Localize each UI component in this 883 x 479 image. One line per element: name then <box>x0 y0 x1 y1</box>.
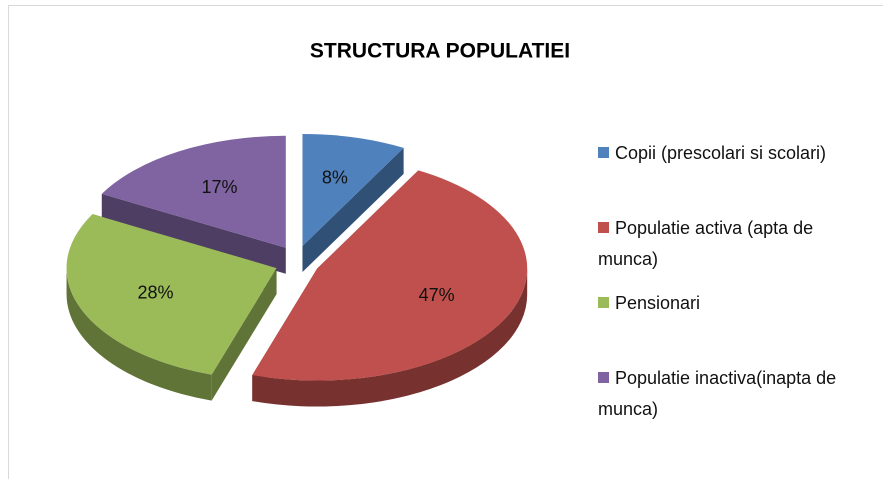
chart-frame <box>8 5 883 479</box>
pie-slice <box>252 170 528 381</box>
pie-slice <box>302 134 404 247</box>
pie-slice <box>101 135 286 248</box>
data-label: 17% <box>202 177 238 197</box>
pie-slice <box>66 214 277 375</box>
chart-title: STRUCTURA POPULATIEI <box>310 40 570 63</box>
legend-swatch <box>598 372 609 383</box>
legend-swatch <box>598 297 609 308</box>
data-label: 28% <box>137 282 173 302</box>
slice-tops: 8% 47% 28% 17% <box>66 134 528 381</box>
legend-item: Copii (prescolari si scolari) <box>598 138 860 169</box>
legend-label: Copii (prescolari si scolari) <box>615 143 827 163</box>
legend-swatch <box>598 222 609 233</box>
data-label: 8% <box>322 168 348 188</box>
legend-swatch <box>598 147 609 158</box>
legend-item: Populatie inactiva(inapta de munca) <box>598 363 860 425</box>
legend-item: Pensionari <box>598 288 860 319</box>
data-label: 47% <box>419 285 455 305</box>
legend-item: Populatie activa (apta de munca) <box>598 213 860 275</box>
slice-outer-wall <box>66 268 212 401</box>
slice-wall <box>211 268 277 401</box>
legend-label: Pensionari <box>615 293 701 313</box>
slice-outer-wall <box>252 268 528 407</box>
slice-wall <box>302 147 404 273</box>
legend-label: Populatie inactiva(inapta de munca) <box>598 368 837 419</box>
legend-label: Populatie activa (apta de munca) <box>598 218 814 269</box>
slice-wall <box>101 193 286 274</box>
